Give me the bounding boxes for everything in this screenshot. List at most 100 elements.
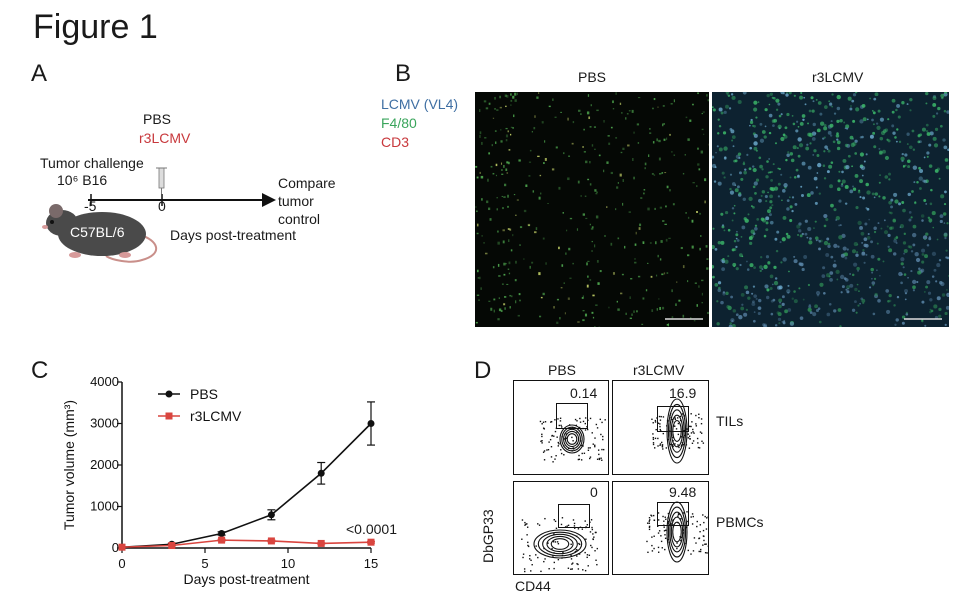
tissue-cell	[715, 151, 717, 154]
tissue-cell	[849, 283, 854, 288]
event-dot	[696, 520, 698, 523]
tissue-speck	[692, 182, 695, 184]
tissue-cell	[840, 291, 843, 294]
event-dot	[553, 567, 555, 570]
tissue-cell	[745, 290, 750, 295]
event-dot	[540, 440, 542, 443]
tissue-cell	[942, 138, 946, 142]
event-dot	[649, 519, 651, 521]
tissue-cell	[740, 306, 745, 311]
tissue-cell	[806, 236, 809, 239]
event-dot	[690, 516, 692, 518]
tissue-cell	[792, 122, 796, 126]
event-dot	[586, 554, 589, 556]
tissue-cell	[787, 284, 790, 287]
tissue-cell	[915, 257, 921, 263]
tissue-speck	[488, 102, 491, 105]
event-dot	[559, 417, 562, 419]
tissue-cell	[808, 305, 812, 309]
arrow-icon	[88, 193, 276, 207]
event-dot	[590, 544, 592, 547]
tissue-cell	[753, 266, 756, 269]
tissue-speck	[475, 321, 478, 324]
event-dot	[524, 524, 526, 526]
tissue-speck	[528, 175, 531, 177]
tissue-speck	[586, 284, 589, 288]
tissue-speck	[503, 262, 506, 266]
event-dot	[589, 457, 591, 460]
tissue-cell	[778, 114, 782, 118]
tissue-cell	[777, 182, 781, 186]
tissue-speck	[687, 138, 690, 141]
event-dot	[661, 441, 663, 444]
event-dot	[652, 438, 655, 441]
tissue-cell	[864, 243, 869, 248]
tissue-cell	[764, 125, 767, 128]
tissue-speck	[495, 174, 498, 177]
tissue-cell	[745, 308, 749, 312]
tissue-cell	[809, 311, 813, 314]
tissue-cell	[851, 308, 856, 312]
tissue-cell	[753, 181, 758, 186]
tissue-speck	[585, 160, 588, 164]
tissue-speck	[519, 244, 521, 246]
tissue-cell	[828, 302, 832, 306]
event-dot	[687, 520, 689, 523]
event-dot	[664, 516, 666, 518]
event-dot	[683, 512, 685, 514]
tissue-speck	[647, 207, 650, 211]
tissue-cell	[815, 186, 818, 189]
event-dot	[550, 421, 552, 423]
tissue-cell	[889, 226, 893, 230]
event-dot	[571, 568, 573, 570]
tissue-speck	[501, 169, 503, 171]
tissue-cell	[818, 239, 822, 243]
tissue-cell	[773, 118, 778, 123]
tissue-cell	[716, 322, 720, 326]
tissue-speck	[537, 92, 540, 94]
tissue-cell	[898, 140, 902, 144]
tissue-cell	[766, 160, 769, 163]
event-dot	[542, 451, 545, 453]
tissue-cell	[931, 275, 935, 278]
tissue-speck	[515, 214, 517, 216]
tissue-cell	[741, 303, 744, 306]
tissue-cell	[772, 163, 775, 166]
tissue-cell	[944, 190, 947, 194]
tissue-cell	[847, 287, 849, 290]
tissue-speck	[500, 140, 503, 143]
event-dot	[526, 526, 529, 528]
tissue-speck	[632, 157, 634, 161]
event-dot	[695, 423, 697, 425]
event-dot	[667, 520, 670, 523]
tissue-cell	[792, 145, 797, 150]
tissue-cell	[833, 309, 837, 313]
event-dot	[586, 426, 588, 428]
tissue-cell	[904, 164, 907, 167]
event-dot	[680, 445, 683, 447]
tissue-speck	[684, 154, 686, 156]
tissue-cell	[939, 219, 943, 224]
event-dot	[661, 446, 664, 448]
tissue-cell	[887, 299, 890, 303]
tissue-cell	[888, 172, 891, 176]
tissue-cell	[812, 100, 815, 103]
tissue-cell	[777, 167, 780, 170]
tissue-cell	[778, 298, 783, 303]
tissue-cell	[855, 311, 858, 314]
tissue-speck	[583, 128, 586, 131]
tissue-cell	[892, 252, 897, 256]
contour-ring	[669, 511, 685, 553]
legend-marker	[165, 412, 173, 420]
tissue-cell	[730, 295, 734, 299]
tissue-speck	[561, 264, 564, 267]
event-dot	[662, 448, 664, 450]
event-dot	[703, 521, 705, 524]
data-point	[267, 511, 275, 519]
tissue-speck	[534, 115, 536, 118]
tissue-speck	[512, 95, 515, 99]
event-dot	[577, 528, 580, 530]
tissue-cell	[777, 102, 781, 106]
tissue-cell	[777, 195, 781, 198]
tissue-speck	[627, 144, 630, 147]
